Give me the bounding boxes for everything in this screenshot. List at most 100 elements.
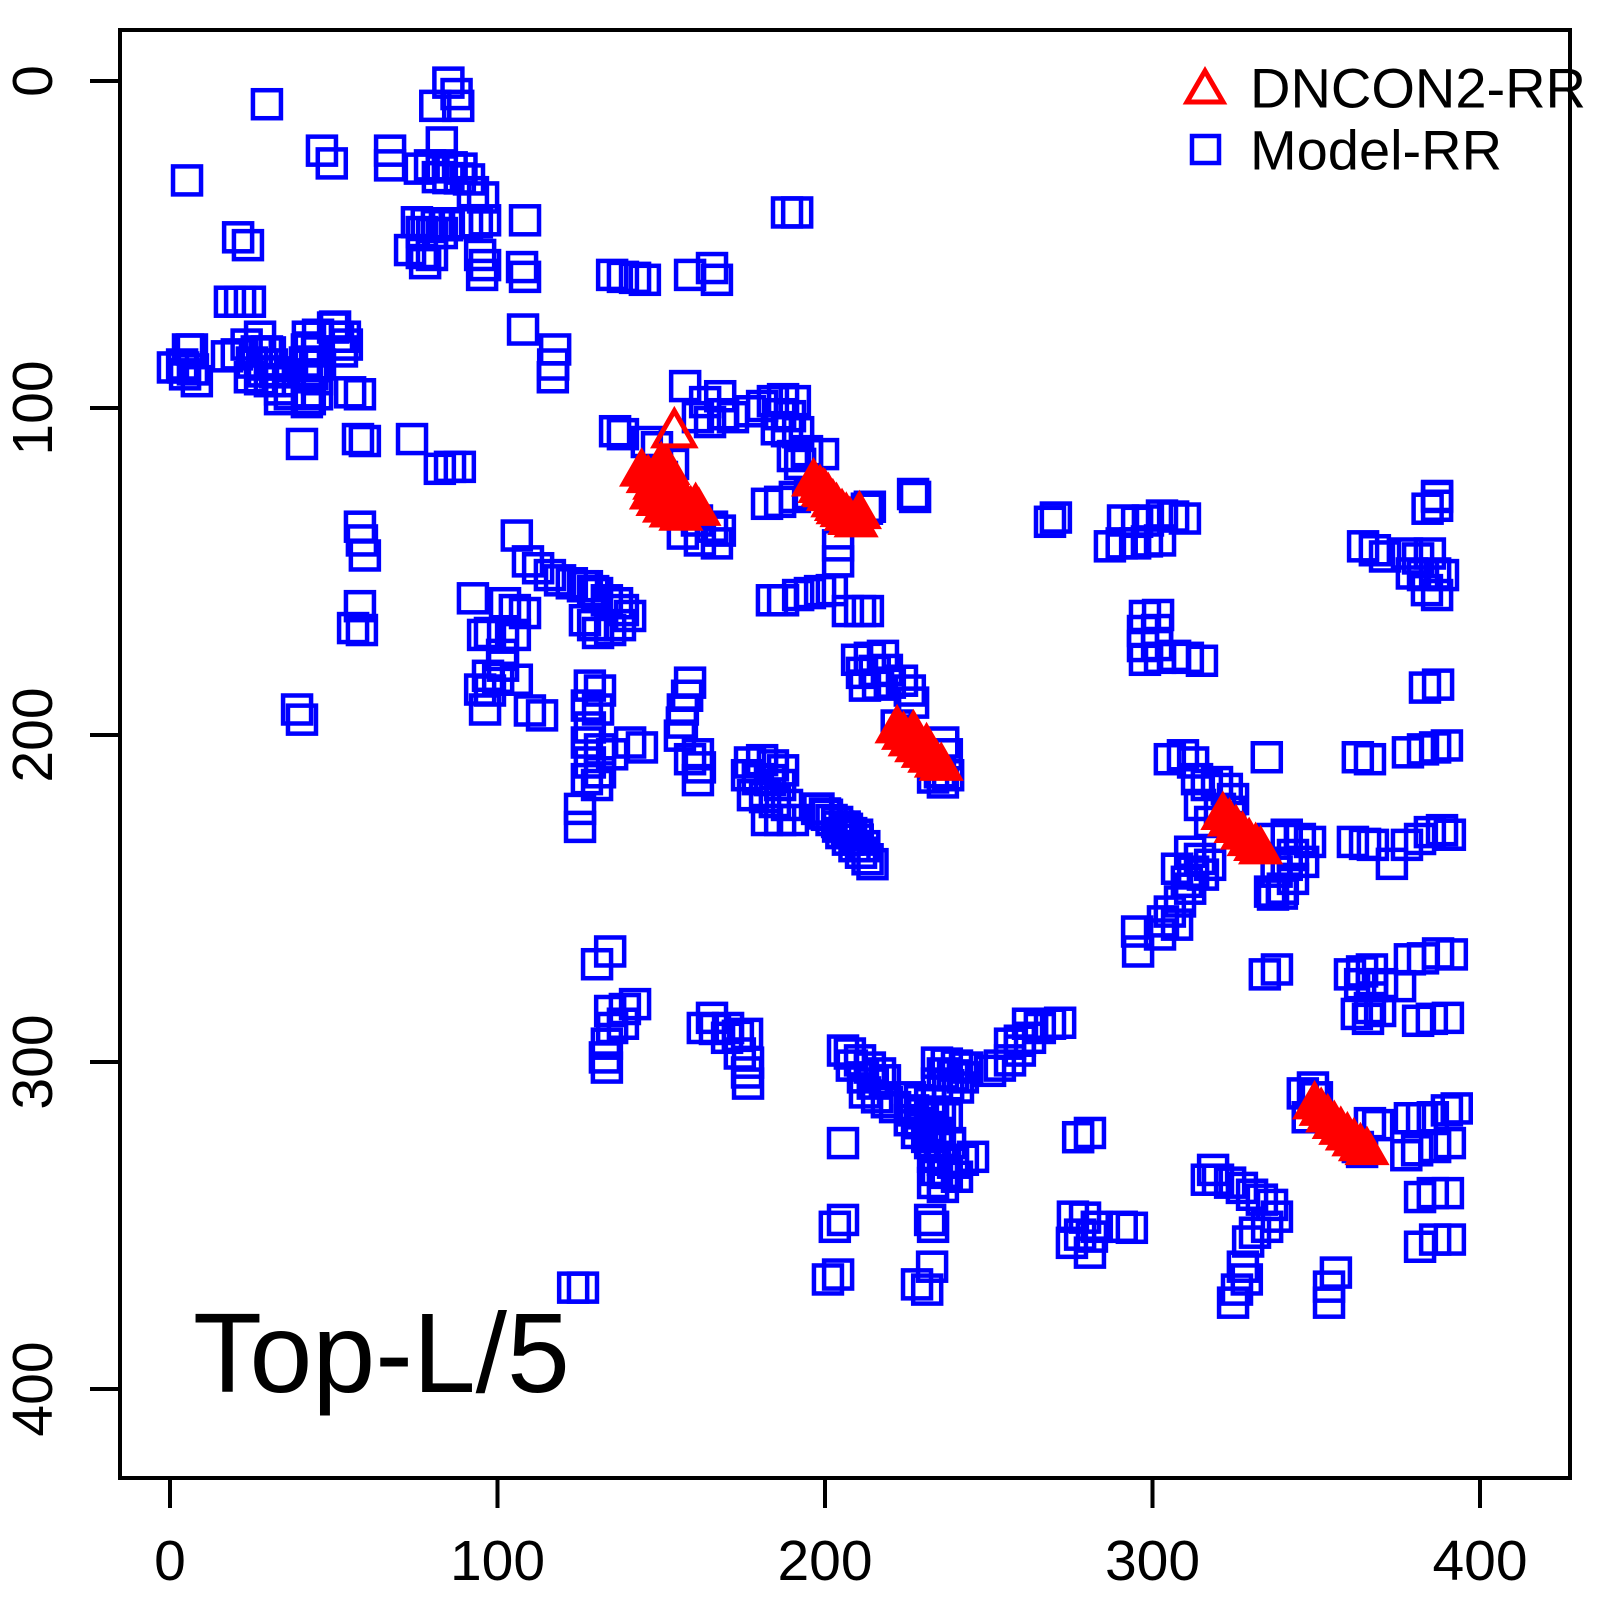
model-rr-point: [285, 703, 319, 736]
plot-annotation: Top-L/5: [193, 1290, 570, 1416]
model-rr-point: [348, 424, 382, 458]
model-rr-point: [580, 768, 614, 802]
model-rr-point: [731, 1067, 765, 1100]
model-rr-point: [1033, 505, 1067, 539]
model-rr-point: [443, 450, 477, 484]
model-rr-point: [776, 803, 810, 837]
model-rr-point: [508, 204, 542, 237]
model-rr-point: [1351, 1002, 1385, 1036]
model-rr-point: [488, 586, 522, 620]
model-rr-point: [628, 263, 662, 297]
model-rr-point: [415, 238, 449, 272]
model-rr-point: [780, 196, 814, 229]
model-rr-point: [844, 836, 878, 869]
model-rr-point: [1421, 668, 1455, 701]
dncon2-rr-point: [1237, 824, 1284, 865]
y-tick-label: 100: [1, 360, 65, 455]
model-rr-point: [730, 1056, 764, 1089]
model-rr-point: [345, 613, 379, 647]
dncon2-rr-point: [1344, 1125, 1390, 1166]
model-rr-point: [598, 414, 632, 448]
model-rr-point: [993, 1044, 1027, 1077]
model-rr-point: [1183, 788, 1217, 822]
model-rr-point: [180, 364, 214, 398]
model-rr-point: [1340, 997, 1374, 1031]
model-rr-point: [425, 216, 459, 250]
model-rr-point: [593, 613, 627, 647]
model-rr-point: [663, 719, 697, 752]
model-rr-point: [1433, 1126, 1467, 1160]
model-rr-point: [233, 285, 267, 318]
dncon2-rr-point: [918, 741, 964, 781]
model-rr-point: [576, 608, 610, 642]
plot-border: [118, 28, 1572, 1480]
model-rr-point: [573, 746, 607, 779]
model-rr-point: [318, 310, 352, 343]
model-rr-point: [253, 336, 287, 369]
model-rr-point: [606, 417, 640, 451]
model-rr-point: [1073, 1116, 1107, 1150]
model-rr-point: [1356, 828, 1390, 862]
model-rr-point: [973, 1054, 1007, 1088]
model-rr-point: [700, 263, 734, 297]
model-rr-point: [790, 437, 824, 471]
model-rr-point: [566, 1271, 600, 1304]
model-rr-point: [563, 810, 597, 844]
model-rr-point: [1260, 953, 1294, 986]
model-rr-point: [781, 415, 815, 449]
model-rr-point: [1093, 530, 1127, 563]
model-rr-point: [926, 1170, 960, 1204]
model-rr-point: [693, 405, 727, 439]
model-rr-point: [1043, 1006, 1077, 1040]
model-rr-point: [525, 699, 559, 732]
model-rr-point: [851, 843, 884, 876]
model-rr-point: [250, 87, 284, 121]
model-rr-point: [826, 1126, 860, 1160]
model-rr-point: [681, 763, 715, 797]
model-rr-point: [1143, 918, 1177, 951]
model-rr-point: [563, 792, 597, 826]
model-rr-point: [1185, 644, 1219, 678]
data-points: [156, 66, 1473, 1319]
model-rr-point: [293, 382, 327, 416]
model-rr-point: [1390, 1138, 1423, 1172]
y-tick-label: 0: [1, 65, 65, 97]
model-rr-point: [408, 246, 442, 280]
legend-model-label: Model-RR: [1250, 119, 1502, 182]
model-rr-point: [1368, 540, 1402, 573]
dncon2-rr-point: [658, 491, 704, 531]
model-rr-point: [468, 693, 502, 726]
model-rr-point: [1163, 885, 1197, 918]
y-axis: 0 100 200 300 400: [1, 65, 120, 1437]
y-tick-label: 300: [1, 1014, 65, 1109]
model-rr-point: [463, 238, 497, 272]
legend-dncon2-triangle-icon: [1182, 66, 1228, 105]
x-tick-label: 400: [1432, 1529, 1527, 1593]
model-rr-point: [468, 204, 502, 237]
model-rr-point: [1238, 1216, 1272, 1249]
model-rr-point: [213, 285, 247, 318]
model-rr-point: [581, 693, 615, 726]
model-rr-point: [910, 1273, 944, 1306]
model-rr-point: [221, 221, 255, 254]
model-rr-point: [343, 378, 377, 411]
model-rr-point: [295, 358, 329, 391]
model-rr-point: [1120, 915, 1154, 948]
model-rr-point: [915, 1250, 949, 1283]
model-rr-point: [916, 1166, 950, 1200]
model-rr-point: [590, 1051, 624, 1084]
dncon2-rr-point: [836, 489, 882, 530]
model-rr-point: [1400, 1134, 1434, 1167]
model-rr-point: [315, 147, 349, 180]
model-rr-point: [508, 260, 542, 294]
model-rr-point: [826, 1203, 860, 1237]
model-rr-point: [573, 669, 607, 702]
model-rr-point: [1425, 813, 1459, 847]
model-rr-point: [1055, 1226, 1089, 1260]
model-rr-point: [419, 89, 452, 123]
model-rr-point: [593, 935, 627, 968]
model-rr-point: [468, 248, 502, 282]
model-rr-point: [896, 477, 930, 511]
model-rr-point: [851, 594, 885, 628]
